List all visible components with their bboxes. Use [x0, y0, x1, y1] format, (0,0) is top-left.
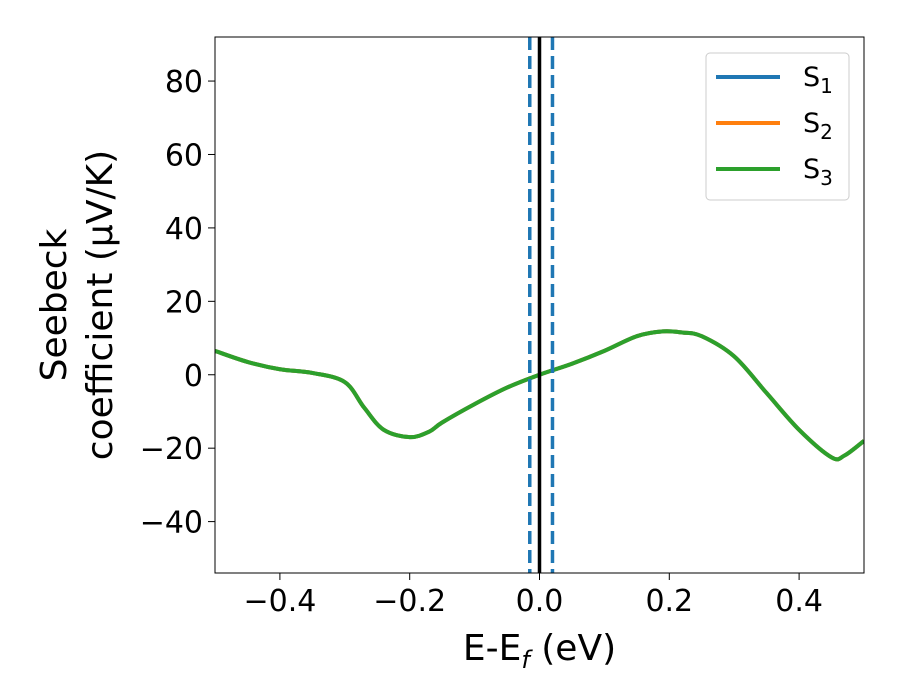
x-tick-label: 0.0 [516, 584, 564, 619]
plot-area [215, 37, 864, 573]
legend-box [705, 52, 850, 201]
y-tick-label: 0 [184, 359, 203, 394]
x-tick-label: −0.2 [373, 584, 446, 619]
y-axis-label: Seebeck coefficient (μV/K) [34, 150, 121, 460]
y-tick-label: 40 [165, 212, 203, 247]
y-tick-label: 20 [165, 285, 203, 320]
vline-layer [528, 37, 555, 573]
y-tick-label: 60 [165, 138, 203, 173]
y-axis-ticks: −40 −20 0 20 40 60 80 [140, 65, 215, 541]
legend-label-s3: S3 [803, 154, 833, 190]
legend-label-s1: S1 [803, 62, 833, 98]
y-axis-label-line1: Seebeck [34, 228, 75, 381]
x-tick-label: 0.2 [645, 584, 693, 619]
legend-label-s2: S2 [803, 108, 833, 144]
x-axis-ticks: −0.4 −0.2 0.0 0.2 0.4 [243, 573, 823, 619]
y-tick-label: −20 [140, 432, 203, 467]
y-tick-label: −40 [140, 506, 203, 541]
x-axis-label: E-Ef (eV) [463, 628, 616, 674]
x-tick-label: 0.4 [775, 584, 823, 619]
y-tick-label: 80 [165, 65, 203, 100]
y-axis-label-line2: coefficient (μV/K) [80, 150, 121, 460]
x-tick-label: −0.4 [243, 584, 316, 619]
legend-entries: S1 S2 S3 [716, 62, 833, 190]
legend: S1 S2 S3 [705, 52, 850, 201]
